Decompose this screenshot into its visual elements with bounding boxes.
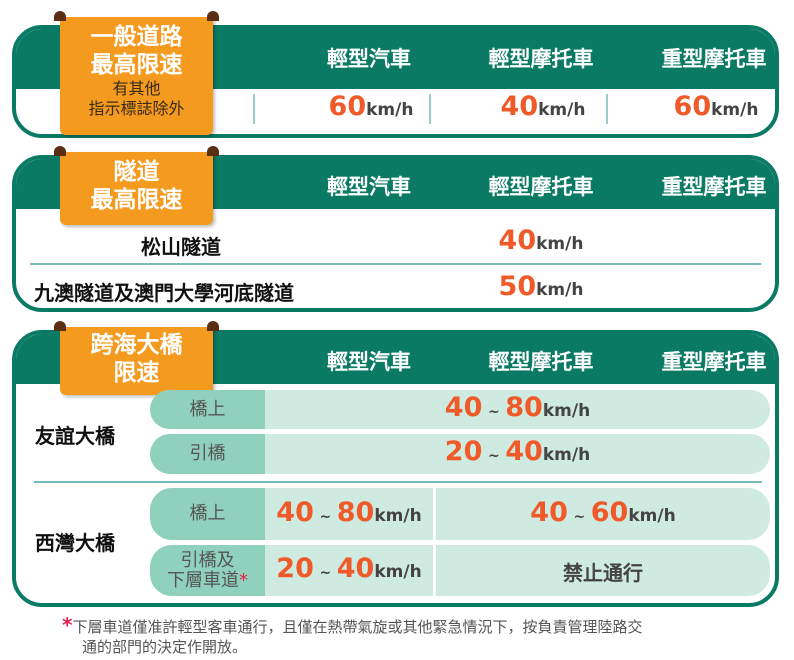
tab-title: 跨海大橋 — [90, 332, 183, 358]
tab-title: 限速 — [113, 360, 160, 386]
general-road-tab: 一般道路 最高限速 有其他 指示標誌除外 — [54, 11, 219, 135]
asterisk: * — [239, 569, 248, 591]
col-light-car: 輕型汽車 — [327, 175, 411, 199]
tab-title: 最高限速 — [90, 187, 183, 213]
col-light-moto: 輕型摩托車 — [488, 350, 594, 374]
row-divider — [34, 481, 762, 483]
tunnel-speed: 40km/h — [498, 225, 584, 256]
col-heavy-moto: 重型摩托車 — [661, 175, 767, 199]
footnote: *下層車道僅准許輕型客車通行，且僅在熱帶氣旋或其他緊急情況下，按負責管理陸路交 … — [62, 615, 642, 657]
tab-note: 指示標誌除外 — [88, 99, 185, 118]
divider — [429, 94, 431, 124]
friendship-on-bridge-row: 橋上 40 ~ 80km/h — [150, 390, 770, 429]
speed-light-car: 60km/h — [328, 91, 414, 122]
footnote-line: 通的部門的決定作開放。 — [82, 638, 248, 656]
tunnel-speed: 50km/h — [498, 271, 584, 302]
asterisk: * — [62, 613, 73, 637]
moto-prohibited: 禁止通行 — [563, 561, 643, 585]
speed-range: 20 ~ 40km/h — [444, 436, 591, 467]
row-label-line: 下層車道 — [167, 569, 239, 591]
friendship-approach-row: 引橋 20 ~ 40km/h — [150, 434, 770, 474]
col-heavy-moto: 重型摩托車 — [661, 47, 767, 71]
tunnel-tab: 隧道 最高限速 — [54, 146, 219, 225]
bridge-name: 友誼大橋 — [35, 424, 115, 448]
car-speed-range: 40 ~ 80km/h — [276, 497, 422, 528]
tab-title: 一般道路 — [90, 24, 183, 50]
speed-light-moto: 40km/h — [500, 91, 586, 122]
speed-heavy-moto: 60km/h — [673, 91, 759, 122]
saivan-approach-lower-deck-row: 引橋及 下層車道* 20 ~ 40km/h 禁止通行 — [150, 545, 770, 596]
row-label: 橋上 — [150, 488, 265, 540]
row-label-line: 引橋及 — [180, 549, 235, 571]
tab-title: 隧道 — [113, 159, 160, 185]
tab-title: 最高限速 — [90, 52, 183, 78]
col-light-car: 輕型汽車 — [327, 47, 411, 71]
tunnel-name: 松山隧道 — [141, 235, 221, 259]
col-light-moto: 輕型摩托車 — [488, 47, 594, 71]
bridge-name: 西灣大橋 — [35, 531, 115, 555]
divider — [433, 545, 436, 596]
row-label: 引橋 — [150, 434, 265, 474]
col-heavy-moto: 重型摩托車 — [661, 350, 767, 374]
tab-note: 有其他 — [112, 79, 161, 98]
col-light-car: 輕型汽車 — [327, 350, 411, 374]
row-label: 橋上 — [150, 390, 265, 429]
footnote-line: 下層車道僅准許輕型客車通行，且僅在熱帶氣旋或其他緊急情況下，按負責管理陸路交 — [72, 618, 643, 636]
saivan-on-bridge-row: 橋上 40 ~ 80km/h 40 ~ 60km/h — [150, 488, 770, 540]
divider — [433, 488, 436, 540]
divider — [253, 94, 255, 124]
row-divider — [30, 263, 761, 265]
bridge-tab: 跨海大橋 限速 — [54, 321, 219, 395]
divider — [606, 94, 608, 124]
speed-range: 40 ~ 80km/h — [444, 392, 591, 423]
moto-speed-range: 40 ~ 60km/h — [530, 497, 676, 528]
col-light-moto: 輕型摩托車 — [488, 175, 594, 199]
row-label: 引橋及 下層車道* — [150, 545, 265, 596]
car-speed-range: 20 ~ 40km/h — [276, 553, 422, 584]
tunnel-name: 九澳隧道及澳門大學河底隧道 — [34, 281, 294, 305]
